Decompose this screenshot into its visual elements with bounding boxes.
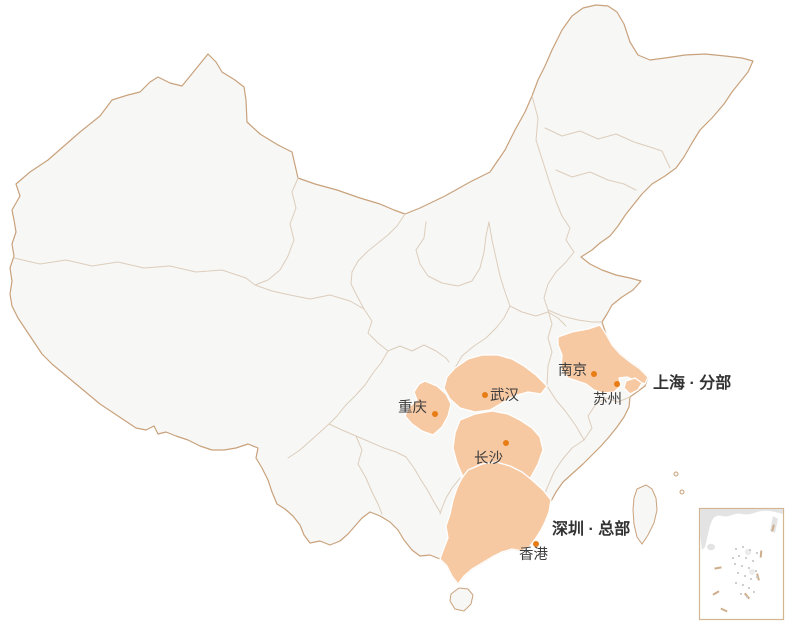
inset-frame bbox=[698, 507, 785, 621]
south-china-sea-inset bbox=[698, 507, 785, 621]
nine-dash-line bbox=[712, 524, 775, 613]
inset-islands bbox=[731, 545, 759, 599]
hainan-island bbox=[449, 587, 474, 612]
inset-coast bbox=[700, 509, 783, 550]
region-shanghai[interactable] bbox=[623, 377, 643, 395]
region-hubei[interactable] bbox=[443, 354, 548, 413]
city-dot-hongkong[interactable] bbox=[533, 541, 539, 547]
city-dot-chongqing[interactable] bbox=[432, 411, 438, 417]
taiwan-island bbox=[632, 484, 658, 545]
city-dot-wuhan[interactable] bbox=[482, 392, 488, 398]
region-jiangsu[interactable] bbox=[557, 324, 649, 394]
city-label-hongkong: 香港 bbox=[519, 547, 548, 563]
city-dot-suzhou[interactable] bbox=[614, 381, 620, 387]
city-label-shenzhen-hq: 深圳 · 总部 bbox=[552, 521, 631, 538]
region-chongqing[interactable] bbox=[404, 380, 452, 436]
region-guangdong[interactable] bbox=[439, 461, 552, 585]
province-borders bbox=[13, 95, 671, 515]
city-dot-nanjing[interactable] bbox=[591, 371, 597, 377]
city-label-suzhou: 苏州 bbox=[593, 392, 622, 408]
city-label-chongqing: 重庆 bbox=[398, 400, 427, 416]
coastal-islet bbox=[673, 471, 679, 477]
city-label-shanghai-branch: 上海 · 分部 bbox=[653, 375, 732, 392]
city-label-wuhan: 武汉 bbox=[490, 388, 519, 404]
city-dot-changsha[interactable] bbox=[503, 440, 509, 446]
inset-hainan bbox=[707, 543, 715, 551]
coastal-islet bbox=[679, 489, 685, 495]
city-label-nanjing: 南京 bbox=[558, 363, 587, 379]
city-label-changsha: 长沙 bbox=[474, 451, 503, 467]
